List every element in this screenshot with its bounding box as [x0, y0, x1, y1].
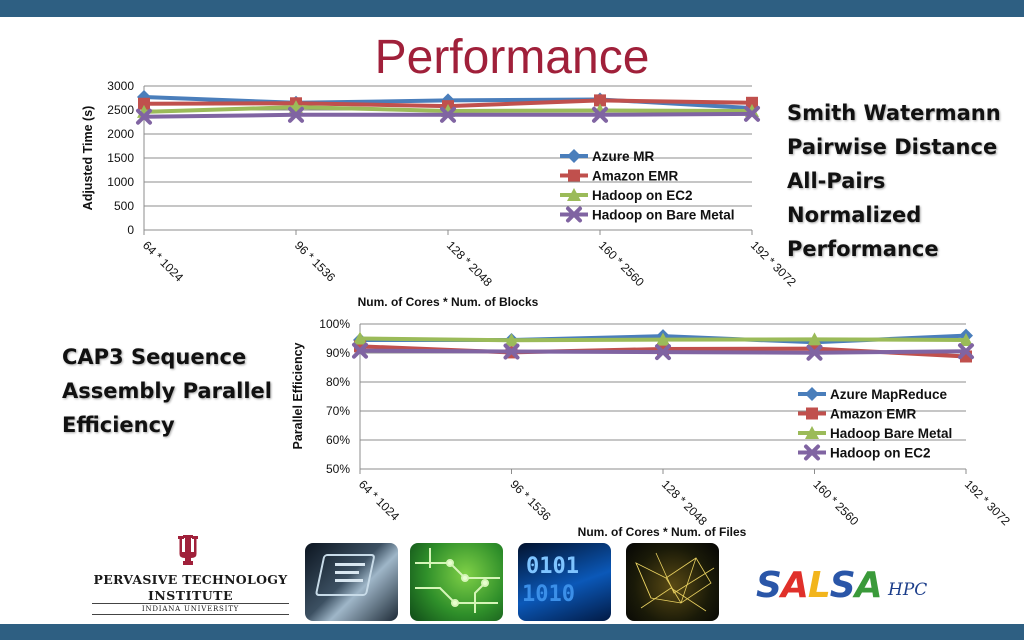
y-tick-label: 500 — [114, 199, 134, 213]
legend-marker — [806, 407, 818, 420]
caption-line: Normalized — [787, 203, 922, 227]
svg-text:0101: 0101 — [526, 554, 579, 579]
y-tick-label: 60% — [326, 433, 350, 447]
caption-line: Smith Watermann — [787, 101, 1001, 125]
data-point — [806, 344, 823, 361]
y-tick-label: 1500 — [107, 151, 134, 165]
x-tick-label: 64 * 1024 — [356, 477, 402, 523]
circuit-image-tile — [410, 543, 503, 621]
data-point — [656, 332, 670, 346]
y-axis-title: Adjusted Time (s) — [81, 106, 95, 211]
data-point — [504, 333, 519, 347]
pti-line2: INSTITUTE — [148, 588, 233, 603]
data-point — [288, 106, 304, 123]
legend-marker — [805, 387, 819, 401]
legend-label: Hadoop on EC2 — [592, 188, 693, 203]
y-tick-label: 80% — [326, 375, 350, 389]
data-point — [136, 108, 152, 125]
y-tick-label: 3000 — [107, 79, 134, 93]
legend-label: Azure MR — [592, 149, 655, 164]
y-tick-label: 70% — [326, 404, 350, 418]
data-point — [959, 332, 973, 346]
legend-marker — [567, 149, 581, 163]
legend-label: Amazon EMR — [592, 169, 679, 184]
pti-logo: PERVASIVE TECHNOLOGY INSTITUTE INDIANA U… — [88, 534, 293, 615]
data-point — [594, 94, 606, 107]
pti-divider — [92, 614, 289, 615]
caption-line: Pairwise Distance — [787, 135, 998, 159]
pti-line1: PERVASIVE TECHNOLOGY — [93, 572, 288, 587]
iu-trident-icon — [178, 535, 198, 565]
salsa-letter: A — [780, 565, 809, 606]
salsa-letter: A — [854, 565, 883, 606]
salsa-letter: S — [829, 565, 856, 606]
x-tick-label: 192 * 3072 — [962, 477, 1013, 528]
data-point — [746, 96, 758, 109]
series-group — [352, 342, 974, 361]
y-tick-label: 2500 — [107, 103, 134, 117]
data-point — [440, 106, 456, 123]
legend-label: Hadoop on Bare Metal — [592, 208, 735, 223]
bottom-band — [0, 624, 1024, 640]
legend-label: Amazon EMR — [830, 407, 917, 422]
series-group — [136, 105, 760, 125]
data-point — [352, 342, 368, 359]
legend-marker — [804, 444, 820, 461]
legend-label: Hadoop on EC2 — [830, 446, 931, 461]
slide-title: Performance — [374, 31, 650, 84]
caption-line: All-Pairs — [787, 169, 886, 193]
y-tick-label: 1000 — [107, 175, 134, 189]
legend-marker — [566, 206, 582, 223]
x-tick-label: 96 * 1536 — [507, 477, 553, 523]
data-point — [138, 97, 150, 110]
y-axis-title: Parallel Efficiency — [291, 342, 305, 449]
y-tick-label: 2000 — [107, 127, 134, 141]
series-group — [353, 331, 973, 347]
data-point — [958, 343, 974, 360]
caption-line: Efficiency — [62, 413, 175, 437]
y-tick-label: 100% — [319, 317, 350, 331]
data-point — [353, 331, 367, 345]
caption-line: Assembly Parallel — [62, 379, 272, 403]
data-point — [807, 332, 822, 346]
svg-text:1010: 1010 — [522, 582, 575, 607]
hpc-label: HPC — [888, 580, 928, 600]
salsa-letter: L — [807, 565, 831, 606]
data-point — [655, 344, 671, 361]
smith-waterman-caption: Smith Watermann Pairwise Distance All-Pa… — [787, 96, 1017, 266]
legend-label: Azure MapReduce — [830, 387, 948, 402]
data-point — [744, 105, 760, 122]
salsa-hpc-logo: SALSA HPC — [756, 565, 931, 607]
legend-label: Hadoop Bare Metal — [830, 426, 952, 441]
pti-line3: INDIANA UNIVERSITY — [141, 605, 240, 613]
binary-image-tile: 0101 1010 — [518, 543, 611, 621]
y-tick-label: 90% — [326, 346, 350, 360]
top-band — [0, 0, 1024, 17]
network-map-tile — [626, 543, 719, 621]
x-tick-label: 128 * 2048 — [659, 477, 710, 528]
x-axis-title: Num. of Cores * Num. of Files — [578, 525, 747, 539]
y-tick-label: 50% — [326, 462, 350, 476]
data-point — [592, 106, 608, 123]
caption-line: CAP3 Sequence — [62, 345, 247, 369]
y-tick-label: 0 — [127, 223, 134, 237]
legend-marker — [805, 426, 819, 439]
caption-line: Performance — [787, 237, 939, 261]
data-point — [503, 343, 520, 360]
pti-divider — [92, 603, 289, 604]
salsa-letter: S — [756, 565, 782, 606]
chart-legend: Azure MR Amazon EMR Hadoop on EC2 Hadoop on… — [560, 149, 735, 223]
chart-legend: Azure MapReduce Amazon EMR Hadoop Bare Met… — [798, 387, 952, 461]
x-axis-title: Num. of Cores * Num. of Blocks — [358, 295, 539, 309]
salsa-wordmark: SALSA — [756, 565, 883, 607]
cap3-caption: CAP3 Sequence Assembly Parallel Efficien… — [62, 340, 287, 442]
x-tick-label: 160 * 2560 — [810, 477, 861, 528]
legend-marker — [568, 169, 580, 182]
tech-image-tile — [305, 543, 398, 621]
legend-marker — [567, 188, 581, 201]
